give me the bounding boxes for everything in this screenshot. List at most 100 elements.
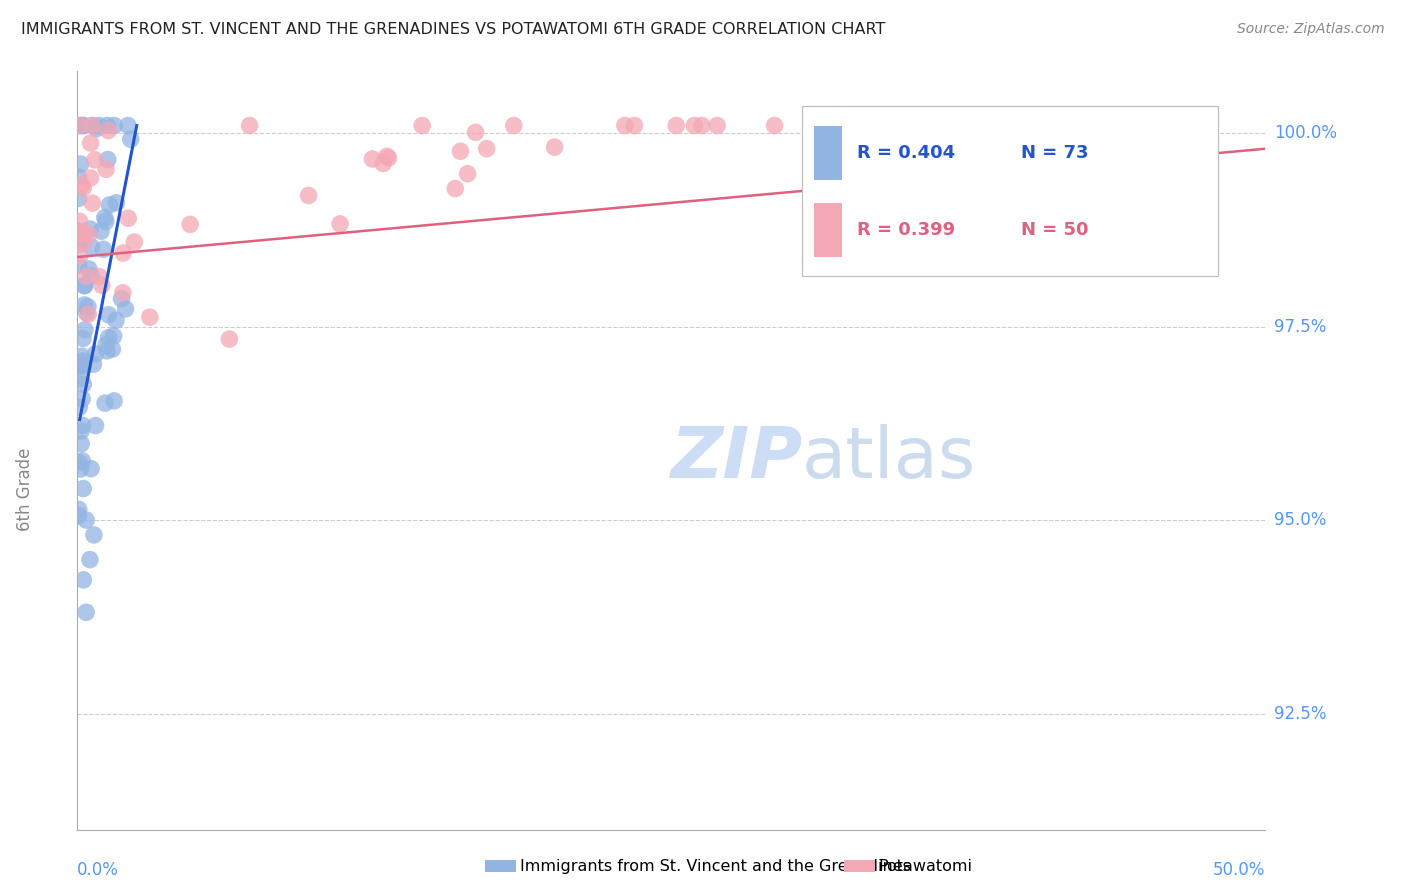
Point — [239, 119, 262, 133]
Point — [83, 528, 105, 542]
Point — [117, 119, 139, 133]
Point — [70, 349, 93, 363]
Point — [444, 181, 467, 195]
Text: IMMIGRANTS FROM ST. VINCENT AND THE GRENADINES VS POTAWATOMI 6TH GRADE CORRELATI: IMMIGRANTS FROM ST. VINCENT AND THE GREN… — [21, 22, 886, 37]
Point — [73, 323, 96, 337]
Point — [97, 153, 120, 167]
Text: 50.0%: 50.0% — [1213, 861, 1265, 879]
Text: 100.0%: 100.0% — [1274, 124, 1337, 142]
FancyBboxPatch shape — [801, 106, 1218, 277]
Point — [104, 313, 127, 327]
Text: 0.0%: 0.0% — [77, 861, 120, 879]
Point — [67, 508, 90, 523]
Point — [475, 142, 498, 156]
Text: Potawatomi: Potawatomi — [879, 859, 973, 873]
Point — [89, 119, 111, 133]
Point — [73, 278, 96, 293]
Point — [72, 181, 94, 195]
Text: Source: ZipAtlas.com: Source: ZipAtlas.com — [1237, 22, 1385, 37]
Point — [105, 195, 128, 210]
Point — [82, 357, 104, 371]
Point — [73, 235, 96, 250]
Point — [69, 359, 91, 373]
Point — [94, 338, 117, 352]
Point — [77, 262, 100, 277]
Text: Immigrants from St. Vincent and the Grenadines: Immigrants from St. Vincent and the Gren… — [520, 859, 911, 873]
Point — [690, 119, 713, 133]
Point — [67, 455, 90, 469]
Point — [449, 145, 471, 159]
Text: 95.0%: 95.0% — [1274, 511, 1326, 529]
Point — [97, 330, 120, 344]
Point — [79, 552, 101, 566]
Point — [69, 249, 91, 263]
Point — [72, 354, 94, 368]
Point — [94, 214, 117, 228]
Point — [69, 214, 91, 228]
Point — [72, 331, 94, 345]
Point — [706, 119, 728, 133]
Point — [80, 461, 103, 475]
Point — [96, 343, 118, 358]
Point — [114, 301, 136, 316]
Point — [72, 119, 94, 133]
Text: 97.5%: 97.5% — [1274, 318, 1326, 335]
Point — [72, 119, 94, 133]
Point — [120, 132, 142, 146]
Point — [70, 178, 93, 193]
Point — [218, 332, 240, 346]
Point — [87, 269, 110, 284]
Point — [69, 157, 91, 171]
Text: R = 0.399: R = 0.399 — [856, 221, 955, 239]
Point — [72, 418, 94, 433]
Point — [101, 342, 124, 356]
Point — [457, 167, 479, 181]
Text: N = 73: N = 73 — [1021, 144, 1088, 161]
Point — [72, 358, 94, 372]
Point — [75, 513, 97, 527]
Point — [94, 211, 117, 225]
Point — [103, 393, 125, 408]
Point — [139, 310, 162, 325]
Point — [111, 285, 134, 300]
Point — [94, 162, 117, 177]
Point — [69, 228, 91, 243]
Point — [502, 119, 524, 133]
Point — [111, 246, 134, 260]
Point — [97, 308, 120, 322]
Point — [377, 151, 399, 165]
Text: 6th Grade: 6th Grade — [15, 448, 34, 531]
Point — [763, 119, 786, 133]
Point — [94, 396, 117, 410]
Point — [70, 437, 93, 451]
Point — [77, 307, 100, 321]
Point — [411, 119, 433, 133]
Point — [67, 401, 90, 415]
Point — [72, 226, 94, 240]
Text: R = 0.404: R = 0.404 — [856, 144, 955, 161]
Point — [97, 123, 120, 137]
Point — [70, 371, 93, 385]
Point — [543, 140, 565, 154]
Point — [820, 119, 842, 133]
Point — [79, 170, 101, 185]
Point — [124, 235, 146, 249]
Point — [69, 119, 91, 133]
Point — [79, 136, 101, 150]
Point — [67, 192, 90, 206]
Point — [80, 240, 103, 254]
Point — [67, 224, 90, 238]
Point — [90, 224, 112, 238]
Bar — [814, 202, 842, 257]
Point — [70, 424, 93, 438]
Point — [67, 502, 90, 516]
Point — [86, 121, 108, 136]
Point — [683, 119, 706, 133]
Point — [67, 230, 90, 244]
Point — [93, 242, 115, 256]
Bar — [814, 126, 842, 179]
Point — [70, 119, 93, 133]
Point — [73, 278, 96, 293]
Text: ZIP: ZIP — [672, 424, 804, 492]
Point — [72, 454, 94, 468]
